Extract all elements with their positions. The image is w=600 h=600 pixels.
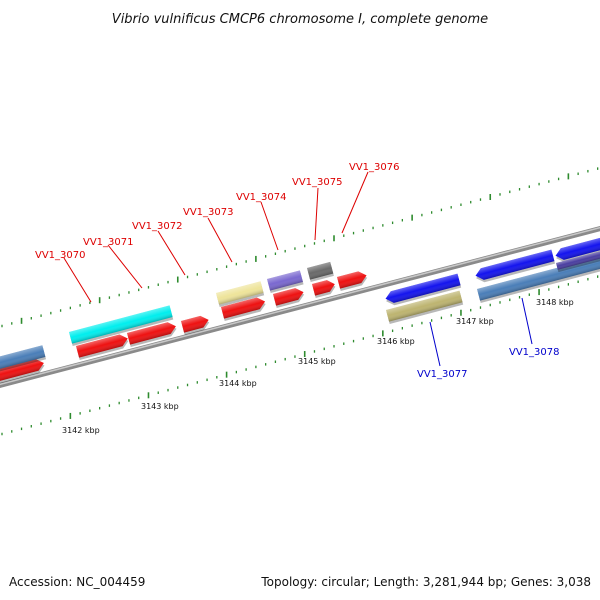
gene-label-vv1-3076: VV1_3076 bbox=[349, 162, 400, 173]
chromosome-backbone bbox=[0, 226, 600, 388]
accession-text: Accession: NC_004459 bbox=[9, 575, 145, 589]
leader-line bbox=[429, 321, 441, 367]
cds-arrow bbox=[76, 334, 129, 361]
cds-arrow bbox=[555, 234, 600, 263]
tick-labels: 3142 kbp 3143 kbp 3144 kbp 3145 kbp 3146… bbox=[62, 298, 574, 435]
leader-line bbox=[157, 230, 186, 276]
feature-bar bbox=[307, 261, 334, 283]
cds-arrow bbox=[312, 280, 336, 299]
leader-line bbox=[63, 257, 92, 303]
leader-line bbox=[341, 171, 369, 234]
gene-label-vv1-3073: VV1_3073 bbox=[183, 207, 234, 218]
leader-line bbox=[314, 187, 319, 241]
cds-arrow bbox=[0, 359, 45, 385]
map-title: Vibrio vulnificus CMCP6 chromosome I, co… bbox=[112, 12, 488, 27]
leader-line bbox=[260, 201, 279, 251]
feature-bar bbox=[267, 270, 304, 294]
tick-label: 3143 kbp bbox=[141, 402, 179, 411]
cds-arrow bbox=[273, 288, 305, 309]
cds-arrow bbox=[475, 249, 556, 283]
tick-dot-rows bbox=[1, 167, 599, 436]
leader-line bbox=[107, 244, 143, 289]
label-leader-lines bbox=[63, 171, 533, 367]
cds-arrow bbox=[337, 271, 368, 292]
tick-label: 3145 kbp bbox=[298, 357, 336, 366]
gene-label-vv1-3075: VV1_3075 bbox=[292, 177, 343, 188]
gene-labels: VV1_3070 VV1_3071 VV1_3072 VV1_3073 VV1_… bbox=[35, 162, 560, 380]
cds-arrow bbox=[127, 322, 177, 348]
feature-bar bbox=[69, 305, 174, 347]
leader-line bbox=[521, 297, 533, 345]
cds-arrow bbox=[385, 273, 462, 306]
leader-line bbox=[207, 217, 233, 263]
cds-arrow bbox=[221, 297, 266, 322]
gene-label-vv1-3077: VV1_3077 bbox=[417, 369, 468, 380]
feature-bar bbox=[556, 250, 600, 273]
gene-label-vv1-3074: VV1_3074 bbox=[236, 192, 287, 203]
backbone-line bbox=[0, 226, 600, 388]
cds-arrow bbox=[181, 315, 210, 336]
gene-label-vv1-3078: VV1_3078 bbox=[509, 347, 560, 358]
feature-bar bbox=[386, 290, 464, 325]
gene-label-vv1-3071: VV1_3071 bbox=[83, 237, 134, 248]
tick-label: 3144 kbp bbox=[219, 379, 257, 388]
tick-label: 3148 kbp bbox=[536, 298, 574, 307]
tick-label: 3142 kbp bbox=[62, 426, 100, 435]
gene-features bbox=[0, 234, 600, 385]
tick-label: 3146 kbp bbox=[377, 337, 415, 346]
topology-text: Topology: circular; Length: 3,281,944 bp… bbox=[260, 575, 591, 589]
feature-bar bbox=[0, 345, 47, 373]
tick-label: 3147 kbp bbox=[456, 317, 494, 326]
backbone-highlight bbox=[0, 226, 600, 386]
feature-bar bbox=[216, 281, 265, 308]
feature-bar bbox=[477, 255, 600, 304]
gene-label-vv1-3072: VV1_3072 bbox=[132, 221, 183, 232]
gene-label-vv1-3070: VV1_3070 bbox=[35, 250, 86, 261]
